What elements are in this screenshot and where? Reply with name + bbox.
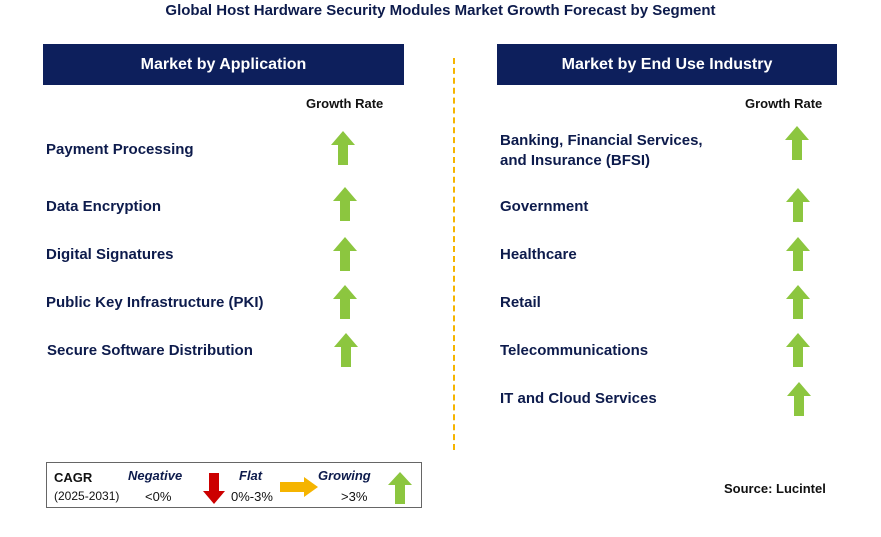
application-row-label: Public Key Infrastructure (PKI) xyxy=(46,294,264,311)
growing-arrow-icon xyxy=(786,237,810,271)
legend-growing-label: Growing xyxy=(318,468,371,483)
application-growth-rate-label: Growth Rate xyxy=(306,96,384,111)
growing-arrow-icon xyxy=(787,382,811,416)
negative-arrow-icon xyxy=(203,473,225,504)
end-use-panel-header: Market by End Use Industry xyxy=(497,44,837,85)
growing-arrow-icon xyxy=(331,131,355,165)
growing-arrow-icon xyxy=(786,285,810,319)
application-row-label: Data Encryption xyxy=(46,198,162,215)
end-use-row-label: Healthcare xyxy=(500,246,577,263)
growing-arrow-icon xyxy=(334,333,358,367)
growing-arrow-icon xyxy=(333,285,357,319)
end-use-growth-rate-label: Growth Rate xyxy=(745,96,823,111)
legend-growing-range: >3% xyxy=(341,489,368,504)
end-use-row-label: Retail xyxy=(500,294,541,311)
legend-negative-range: <0% xyxy=(145,489,172,504)
growing-arrow-icon xyxy=(785,126,809,160)
legend-period: (2025-2031) xyxy=(54,489,120,503)
growing-arrow-icon xyxy=(333,237,357,271)
application-row-label: Secure Software Distribution xyxy=(47,342,253,359)
application-panel-header: Market by Application xyxy=(43,44,404,85)
end-use-row-label-line2: and Insurance (BFSI) xyxy=(500,152,651,169)
end-use-row-label: Government xyxy=(500,198,589,215)
page-title: Global Host Hardware Security Modules Ma… xyxy=(165,2,716,19)
end-use-row-label: IT and Cloud Services xyxy=(500,390,657,407)
growing-arrow-icon xyxy=(786,333,810,367)
legend-flat-label: Flat xyxy=(239,468,263,483)
end-use-row-label: Banking, Financial Services, and Insuran… xyxy=(500,131,703,171)
growing-arrow-icon xyxy=(388,472,412,504)
application-row-label: Payment Processing xyxy=(46,141,194,158)
panel-divider xyxy=(453,58,455,450)
end-use-row-label: Telecommunications xyxy=(500,342,649,359)
end-use-row-label-line1: Banking, Financial Services, xyxy=(500,132,703,149)
legend-flat-range: 0%-3% xyxy=(231,489,273,504)
growing-arrow-icon xyxy=(333,187,357,221)
flat-arrow-icon xyxy=(280,477,318,497)
growing-arrow-icon xyxy=(786,188,810,222)
legend-negative-label: Negative xyxy=(128,468,183,483)
application-row-label: Digital Signatures xyxy=(46,246,174,263)
source-note: Source: Lucintel xyxy=(724,481,826,496)
cagr-legend: CAGR (2025-2031) Negative <0% Flat 0%-3%… xyxy=(46,462,422,508)
legend-cagr-label: CAGR xyxy=(54,470,93,485)
